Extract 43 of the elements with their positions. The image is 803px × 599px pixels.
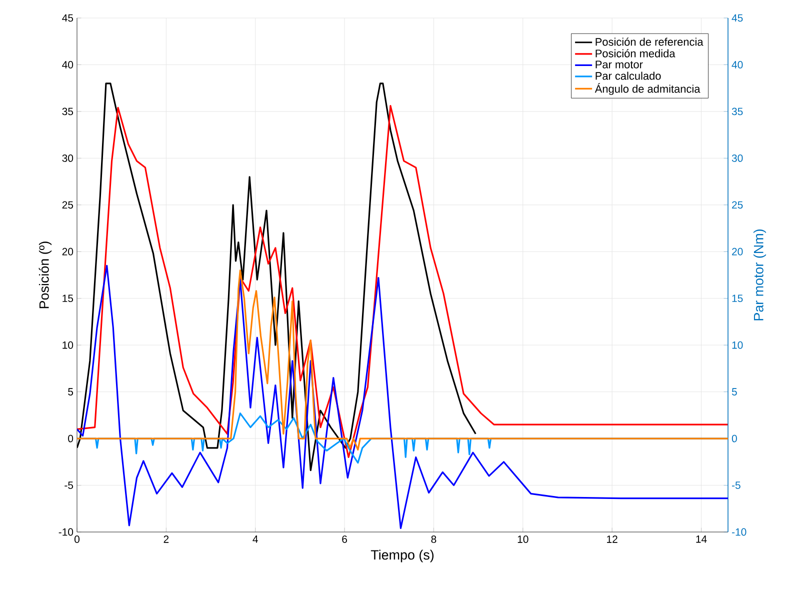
y2-axis-title: Par motor (Nm) [753,230,766,320]
legend-label: Ángulo de admitancia [594,83,700,95]
x-tick-label: 6 [342,536,347,543]
x-tick-label: 14 [696,536,707,543]
x-tick-label: 8 [431,536,436,543]
y2-tick-label: 5 [732,388,737,396]
y2-tick-label: 20 [732,248,743,256]
y-tick-label: 20 [62,248,74,256]
x-tick-label: 2 [164,536,169,543]
y2-tick-label: -10 [732,528,746,536]
y2-tick-label: -5 [732,482,740,489]
line-series [77,270,728,451]
y-tick-label: 10 [62,341,74,349]
y2-tick-label: 15 [732,294,743,302]
y-tick-label: 45 [62,14,74,22]
y-tick-label: 0 [68,434,74,442]
legend-label: Par calculado [596,72,661,80]
y-tick-label: -10 [58,528,74,536]
legend-label: Par motor [596,60,643,68]
x-tick-label: 10 [518,536,528,543]
line-series [77,105,728,458]
x-axis-title: Tiempo (s) [370,550,434,562]
y2-tick-label: 30 [732,154,743,162]
y-tick-label: 5 [68,388,74,396]
legend-label: Posición de referencia [596,38,704,46]
y2-tick-label: 45 [732,14,743,22]
y-axis-title: Posición (º) [38,242,52,308]
line-series [77,264,728,530]
y2-tick-label: 35 [732,108,743,116]
legend-label: Posición medida [596,49,676,58]
y-tick-label: -5 [64,482,74,489]
y2-tick-label: 40 [732,61,743,68]
y2-tick-label: 25 [732,201,743,209]
y-tick-label: 15 [62,294,74,302]
x-tick-label: 4 [252,536,258,543]
y2-tick-label: 10 [732,341,743,349]
x-tick-label: 0 [74,536,80,543]
y-tick-label: 25 [62,201,74,209]
y2-tick-label: 0 [732,434,737,442]
y-tick-label: 40 [62,61,74,68]
x-tick-label: 12 [607,536,618,543]
y-tick-label: 30 [62,154,74,162]
y-tick-label: 35 [62,108,74,116]
